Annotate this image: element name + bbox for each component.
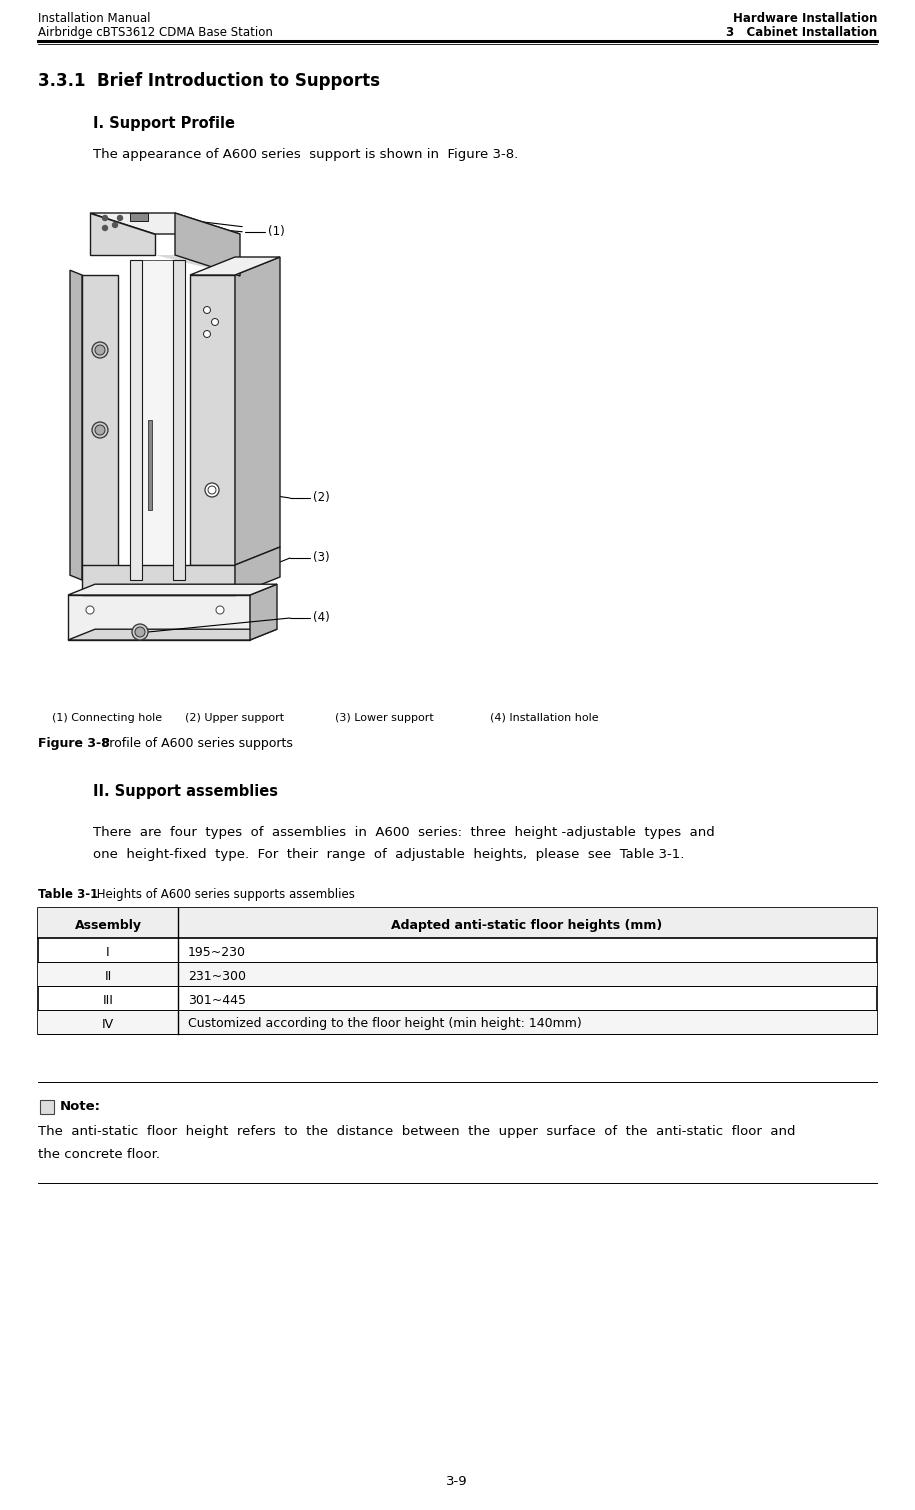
Circle shape xyxy=(95,344,105,355)
Circle shape xyxy=(102,225,107,231)
Polygon shape xyxy=(82,275,118,580)
Text: Heights of A600 series supports assemblies: Heights of A600 series supports assembli… xyxy=(93,888,355,901)
Text: Customized according to the floor height (min height: 140mm): Customized according to the floor height… xyxy=(188,1018,582,1030)
Text: 195~230: 195~230 xyxy=(188,945,246,959)
Bar xyxy=(38,1010,877,1034)
Text: The appearance of A600 series  support is shown in  Figure 3-8.: The appearance of A600 series support is… xyxy=(93,148,518,162)
Polygon shape xyxy=(68,584,277,595)
Text: 301~445: 301~445 xyxy=(188,994,246,1007)
Text: (1) Connecting hole: (1) Connecting hole xyxy=(52,713,162,723)
Circle shape xyxy=(135,627,145,637)
Bar xyxy=(38,962,877,986)
Circle shape xyxy=(203,331,210,338)
Text: Airbridge cBTS3612 CDMA Base Station: Airbridge cBTS3612 CDMA Base Station xyxy=(38,26,273,39)
Text: III: III xyxy=(102,994,113,1007)
Polygon shape xyxy=(148,420,152,510)
Polygon shape xyxy=(90,255,240,276)
Text: (2) Upper support: (2) Upper support xyxy=(185,713,285,723)
Bar xyxy=(38,908,877,1034)
Text: 3.3.1  Brief Introduction to Supports: 3.3.1 Brief Introduction to Supports xyxy=(38,72,380,91)
Text: The  anti-static  floor  height  refers  to  the  distance  between  the  upper : The anti-static floor height refers to t… xyxy=(38,1125,795,1139)
Circle shape xyxy=(211,319,219,326)
Polygon shape xyxy=(235,547,280,595)
Polygon shape xyxy=(82,565,235,595)
Text: Figure 3-8: Figure 3-8 xyxy=(38,737,110,750)
Circle shape xyxy=(203,307,210,314)
Text: I. Support Profile: I. Support Profile xyxy=(93,116,235,131)
Polygon shape xyxy=(70,270,82,580)
Text: Table 3-1: Table 3-1 xyxy=(38,888,98,901)
Text: (4) Installation hole: (4) Installation hole xyxy=(490,713,598,723)
Text: the concrete floor.: the concrete floor. xyxy=(38,1148,160,1161)
Text: Profile of A600 series supports: Profile of A600 series supports xyxy=(98,737,293,750)
Polygon shape xyxy=(250,584,277,640)
Polygon shape xyxy=(130,260,142,580)
Polygon shape xyxy=(68,630,277,640)
Circle shape xyxy=(92,341,108,358)
Circle shape xyxy=(95,424,105,435)
Text: Adapted anti-static floor heights (mm): Adapted anti-static floor heights (mm) xyxy=(392,918,662,932)
Text: (1): (1) xyxy=(268,225,285,239)
Text: I: I xyxy=(106,945,110,959)
Text: There  are  four  types  of  assemblies  in  A600  series:  three  height -adjus: There are four types of assemblies in A6… xyxy=(93,826,715,840)
Polygon shape xyxy=(190,257,280,275)
Circle shape xyxy=(92,421,108,438)
Text: Note:: Note: xyxy=(60,1099,101,1113)
Text: Installation Manual: Installation Manual xyxy=(38,12,150,26)
Text: Assembly: Assembly xyxy=(74,918,142,932)
Text: 3   Cabinet Installation: 3 Cabinet Installation xyxy=(726,26,877,39)
Text: 231~300: 231~300 xyxy=(188,969,246,983)
Circle shape xyxy=(102,216,107,220)
Polygon shape xyxy=(130,213,148,220)
Polygon shape xyxy=(90,213,155,255)
Text: (4): (4) xyxy=(313,612,329,625)
Polygon shape xyxy=(173,260,185,580)
Text: Hardware Installation: Hardware Installation xyxy=(733,12,877,26)
Polygon shape xyxy=(68,595,250,640)
Circle shape xyxy=(132,624,148,640)
Circle shape xyxy=(216,606,224,615)
Circle shape xyxy=(117,216,123,220)
Bar xyxy=(38,908,877,938)
Polygon shape xyxy=(190,275,235,565)
Circle shape xyxy=(208,486,216,494)
Text: II. Support assemblies: II. Support assemblies xyxy=(93,784,278,799)
Polygon shape xyxy=(90,213,240,234)
Polygon shape xyxy=(235,257,280,565)
Polygon shape xyxy=(175,213,240,276)
Text: (3): (3) xyxy=(313,551,329,565)
Text: (2): (2) xyxy=(313,491,329,504)
Bar xyxy=(40,1099,54,1114)
Text: one  height-fixed  type.  For  their  range  of  adjustable  heights,  please  s: one height-fixed type. For their range o… xyxy=(93,849,684,861)
Circle shape xyxy=(205,483,219,497)
Circle shape xyxy=(113,222,117,228)
Polygon shape xyxy=(142,260,173,580)
Text: (3) Lower support: (3) Lower support xyxy=(335,713,434,723)
Text: 3-9: 3-9 xyxy=(447,1475,468,1487)
Text: II: II xyxy=(104,969,112,983)
Circle shape xyxy=(86,606,94,615)
Text: IV: IV xyxy=(102,1018,114,1030)
